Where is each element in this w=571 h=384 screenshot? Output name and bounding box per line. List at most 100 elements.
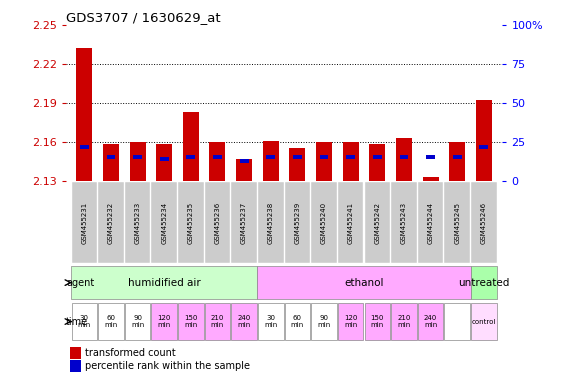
Bar (240, 159, 248, 163)
FancyBboxPatch shape (204, 303, 230, 341)
Bar (187, 156, 195, 159)
FancyBboxPatch shape (98, 182, 124, 263)
Text: untreated: untreated (458, 278, 509, 288)
Text: GSM455238: GSM455238 (268, 202, 274, 244)
Text: GSM455237: GSM455237 (241, 202, 247, 244)
FancyBboxPatch shape (258, 182, 284, 263)
FancyBboxPatch shape (151, 182, 177, 263)
Text: 210
min: 210 min (211, 315, 224, 328)
Text: 60
min: 60 min (104, 315, 118, 328)
Text: GSM455242: GSM455242 (375, 202, 380, 244)
Bar (183, 112, 199, 181)
FancyBboxPatch shape (284, 182, 310, 263)
FancyBboxPatch shape (444, 182, 470, 263)
Bar (373, 156, 381, 159)
Bar (107, 156, 115, 159)
FancyBboxPatch shape (471, 182, 497, 263)
Bar (453, 156, 461, 159)
Text: 30
min: 30 min (264, 315, 278, 328)
FancyBboxPatch shape (178, 182, 204, 263)
Bar (400, 156, 408, 159)
Bar (426, 156, 435, 159)
FancyBboxPatch shape (418, 182, 443, 263)
FancyBboxPatch shape (418, 303, 443, 341)
Text: 150
min: 150 min (371, 315, 384, 328)
Text: 90
min: 90 min (317, 315, 331, 328)
Text: GSM455246: GSM455246 (481, 202, 487, 244)
Bar (130, 142, 146, 181)
FancyBboxPatch shape (178, 303, 204, 341)
Text: ethanol: ethanol (344, 278, 384, 288)
Bar (210, 142, 226, 181)
Bar (70, 361, 81, 372)
Bar (293, 156, 302, 159)
Text: GSM455232: GSM455232 (108, 202, 114, 244)
Bar (156, 144, 172, 181)
Text: GSM455231: GSM455231 (81, 202, 87, 244)
Text: GSM455245: GSM455245 (454, 202, 460, 244)
Bar (476, 100, 492, 181)
Bar (266, 156, 275, 159)
Bar (77, 48, 93, 181)
Text: 240
min: 240 min (424, 315, 437, 328)
FancyBboxPatch shape (364, 303, 390, 341)
Text: transformed count: transformed count (85, 348, 176, 358)
Text: GSM455241: GSM455241 (348, 202, 353, 244)
FancyBboxPatch shape (284, 303, 310, 341)
FancyBboxPatch shape (231, 303, 257, 341)
FancyBboxPatch shape (231, 182, 257, 263)
Text: GSM455235: GSM455235 (188, 202, 194, 244)
FancyBboxPatch shape (98, 303, 124, 341)
Bar (236, 159, 252, 181)
Bar (396, 138, 412, 181)
Bar (80, 145, 89, 149)
Bar (289, 148, 305, 181)
Text: GSM455244: GSM455244 (428, 202, 433, 244)
Text: 240
min: 240 min (238, 315, 251, 328)
FancyBboxPatch shape (258, 266, 471, 299)
FancyBboxPatch shape (444, 303, 470, 341)
Bar (320, 156, 328, 159)
Text: 60
min: 60 min (291, 315, 304, 328)
Text: GSM455240: GSM455240 (321, 202, 327, 244)
Text: 120
min: 120 min (158, 315, 171, 328)
Bar (480, 145, 488, 149)
FancyBboxPatch shape (338, 182, 364, 263)
FancyBboxPatch shape (364, 182, 390, 263)
Bar (103, 144, 119, 181)
FancyBboxPatch shape (125, 182, 150, 263)
FancyBboxPatch shape (71, 182, 97, 263)
Bar (133, 156, 142, 159)
Bar (343, 142, 359, 181)
Bar (316, 142, 332, 181)
Bar (160, 157, 168, 161)
Text: time: time (66, 316, 88, 326)
FancyBboxPatch shape (391, 182, 417, 263)
FancyBboxPatch shape (71, 266, 258, 299)
FancyBboxPatch shape (125, 303, 150, 341)
FancyBboxPatch shape (311, 303, 337, 341)
Text: 90
min: 90 min (131, 315, 144, 328)
Bar (213, 156, 222, 159)
Bar (263, 141, 279, 181)
FancyBboxPatch shape (258, 303, 284, 341)
Bar (449, 142, 465, 181)
Text: 150
min: 150 min (184, 315, 198, 328)
Text: GSM455239: GSM455239 (295, 202, 300, 244)
Bar (369, 144, 385, 181)
Bar (70, 347, 81, 359)
Text: humidified air: humidified air (128, 278, 200, 288)
FancyBboxPatch shape (338, 303, 364, 341)
Text: 30
min: 30 min (78, 315, 91, 328)
FancyBboxPatch shape (471, 266, 497, 299)
Bar (346, 156, 355, 159)
Text: GSM455233: GSM455233 (135, 202, 140, 244)
Bar (423, 177, 439, 181)
Text: GSM455236: GSM455236 (215, 202, 220, 244)
Text: 210
min: 210 min (397, 315, 411, 328)
FancyBboxPatch shape (71, 303, 97, 341)
Text: percentile rank within the sample: percentile rank within the sample (85, 361, 250, 371)
Text: GSM455234: GSM455234 (161, 202, 167, 244)
FancyBboxPatch shape (151, 303, 177, 341)
FancyBboxPatch shape (471, 303, 497, 341)
